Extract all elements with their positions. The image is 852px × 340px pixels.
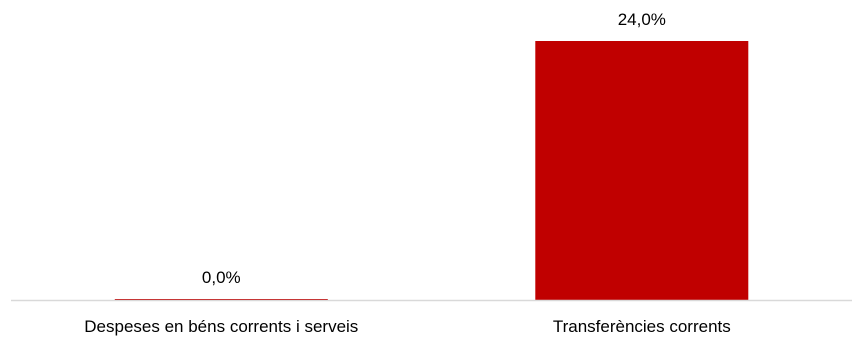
bars-group (114, 41, 749, 300)
category-labels-group: Despeses en béns corrents i serveis Trans… (84, 317, 730, 336)
category-label-0: Despeses en béns corrents i serveis (84, 317, 358, 336)
bar-0 (114, 299, 328, 300)
bar-1 (535, 41, 749, 300)
category-label-1: Transferències corrents (553, 317, 731, 336)
value-labels-group: 0,0% 24,0% (202, 10, 666, 287)
bar-value-label-0: 0,0% (202, 268, 241, 287)
bar-value-label-1: 24,0% (618, 10, 666, 29)
